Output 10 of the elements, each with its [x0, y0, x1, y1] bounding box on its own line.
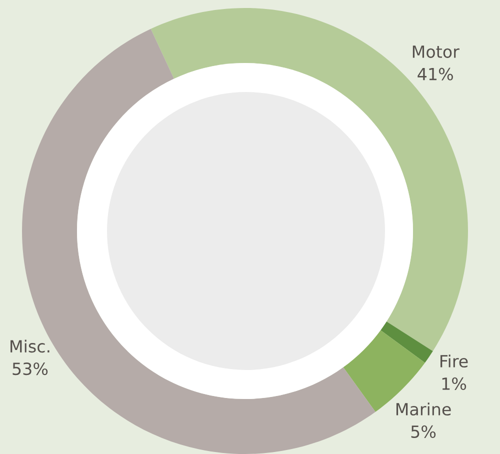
slice-label: Motor	[412, 46, 460, 58]
data-label: 5%	[411, 425, 436, 438]
data-label: 41%	[418, 68, 453, 80]
slice-label: Marine	[396, 402, 451, 416]
donut-slice	[150, 8, 468, 352]
slice-label: Misc.	[10, 340, 50, 353]
donut-slice	[380, 322, 433, 363]
slice-label: Fire	[440, 354, 468, 368]
data-label: 53%	[12, 362, 48, 376]
data-label: 1%	[442, 377, 466, 390]
